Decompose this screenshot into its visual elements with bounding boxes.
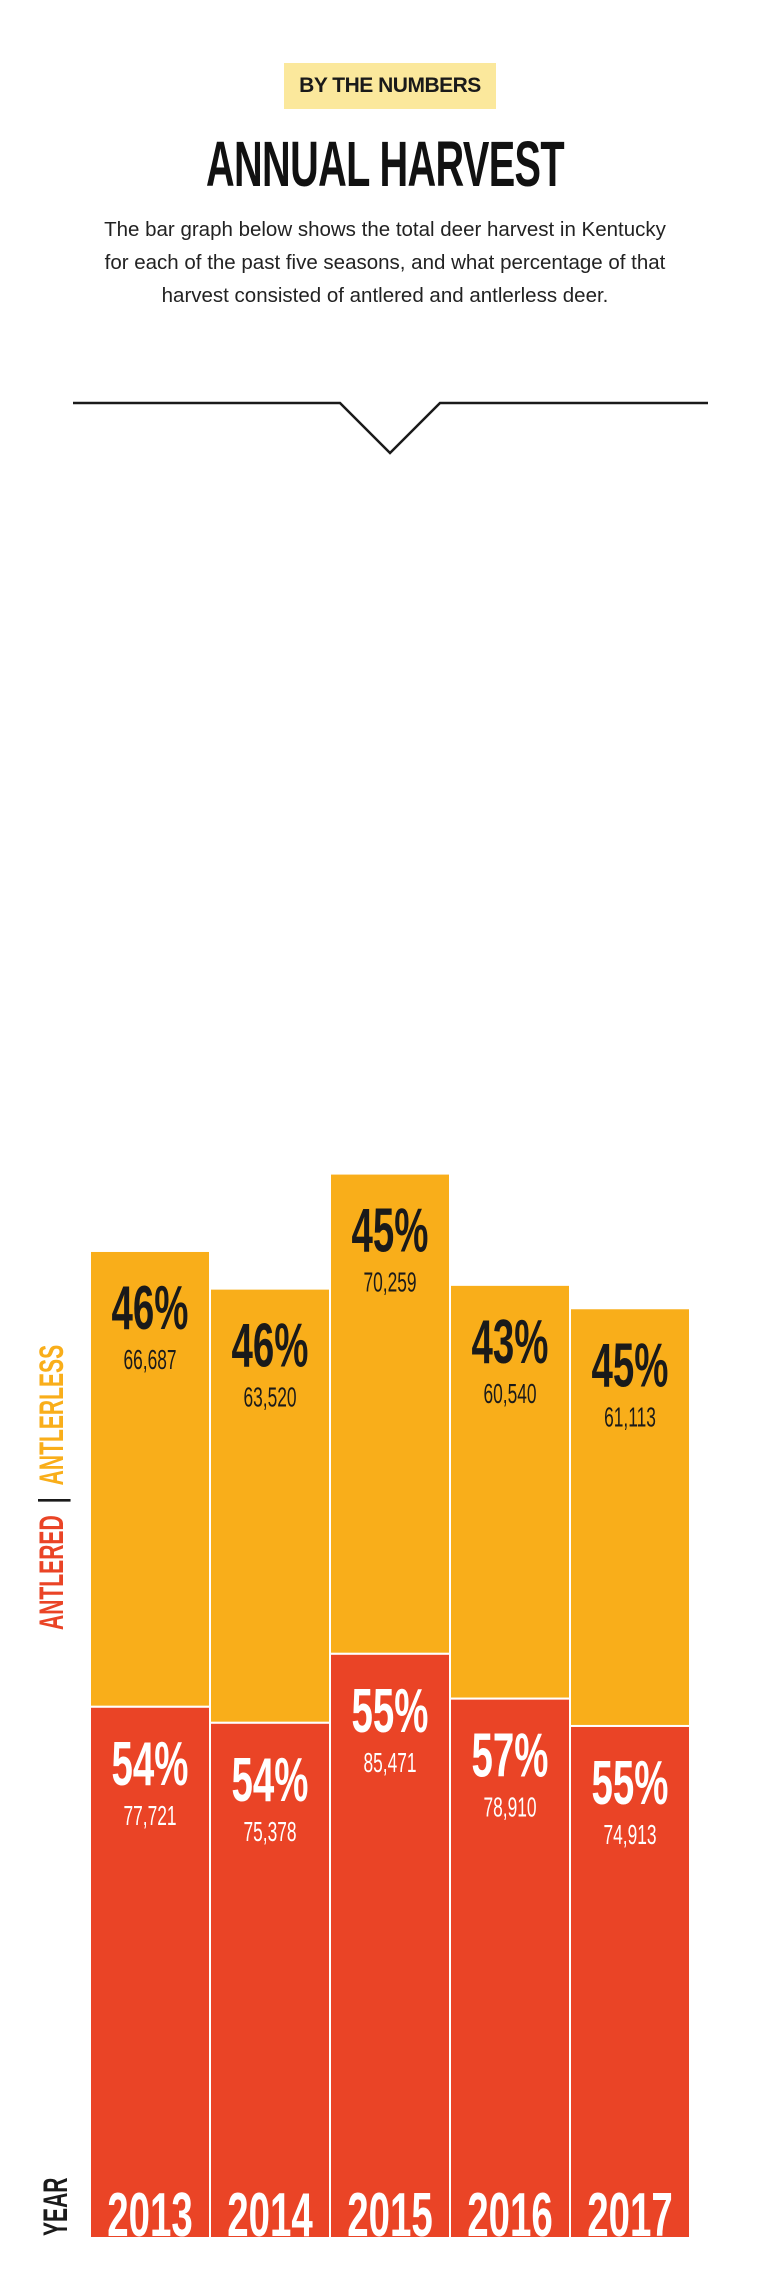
antlered-percent-label: 54% bbox=[112, 1728, 189, 1798]
section-tag: BY THE NUMBERS bbox=[284, 63, 496, 109]
antlerless-value-label: 60,540 bbox=[483, 1378, 536, 1409]
bar-antlerless-2017 bbox=[569, 1307, 691, 1727]
antlerless-percent-label: 46% bbox=[232, 1310, 309, 1380]
antlerless-value-label: 70,259 bbox=[363, 1266, 416, 1297]
antlered-percent-label: 55% bbox=[592, 1747, 669, 1817]
bars-group: 46%66,68754%77,721201346%63,52054%75,378… bbox=[89, 1172, 691, 2250]
antlered-percent-label: 55% bbox=[352, 1675, 429, 1745]
antlered-value-label: 78,910 bbox=[483, 1791, 536, 1822]
bar-antlered-2013 bbox=[89, 1705, 211, 2239]
header-divider bbox=[73, 401, 708, 455]
antlerless-percent-label: 45% bbox=[592, 1330, 669, 1400]
x-tick-label: 2014 bbox=[227, 2180, 313, 2250]
bar-antlerless-2014 bbox=[209, 1287, 331, 1724]
legend-antlered: ANTLERED bbox=[32, 1515, 70, 1630]
x-tick-label: 2013 bbox=[107, 2180, 193, 2250]
antlerless-value-label: 66,687 bbox=[123, 1344, 176, 1375]
antlered-value-label: 74,913 bbox=[603, 1819, 656, 1850]
bar-antlered-2016 bbox=[449, 1697, 571, 2239]
bar-antlerless-2013 bbox=[89, 1249, 211, 1708]
chart-title: ANNUAL HARVEST bbox=[205, 128, 565, 200]
antlered-percent-label: 57% bbox=[472, 1720, 549, 1790]
chart-description: The bar graph below shows the total deer… bbox=[104, 218, 666, 307]
antlerless-value-label: 63,520 bbox=[243, 1381, 296, 1412]
antlerless-percent-label: 45% bbox=[352, 1195, 429, 1265]
x-tick-label: 2016 bbox=[467, 2180, 553, 2250]
legend-separator: | bbox=[32, 1497, 70, 1503]
antlerless-percent-label: 43% bbox=[472, 1306, 549, 1376]
antlered-value-label: 85,471 bbox=[363, 1747, 416, 1778]
bar-antlered-2017 bbox=[569, 1724, 691, 2239]
x-tick-label: 2015 bbox=[347, 2180, 433, 2250]
antlered-value-label: 77,721 bbox=[123, 1800, 176, 1831]
antlered-value-label: 75,378 bbox=[243, 1816, 296, 1847]
legend-antlerless: ANTLERLESS bbox=[32, 1345, 70, 1485]
antlerless-percent-label: 46% bbox=[112, 1272, 189, 1342]
antlered-percent-label: 54% bbox=[232, 1744, 309, 1814]
bar-antlered-2014 bbox=[209, 1721, 331, 2239]
x-axis-label: YEAR bbox=[36, 2177, 74, 2236]
antlerless-value-label: 61,113 bbox=[604, 1401, 656, 1432]
x-tick-label: 2017 bbox=[587, 2180, 673, 2250]
series-legend: ANTLERED | ANTLERLESS bbox=[32, 1345, 70, 1630]
bar-antlerless-2016 bbox=[449, 1283, 571, 1700]
